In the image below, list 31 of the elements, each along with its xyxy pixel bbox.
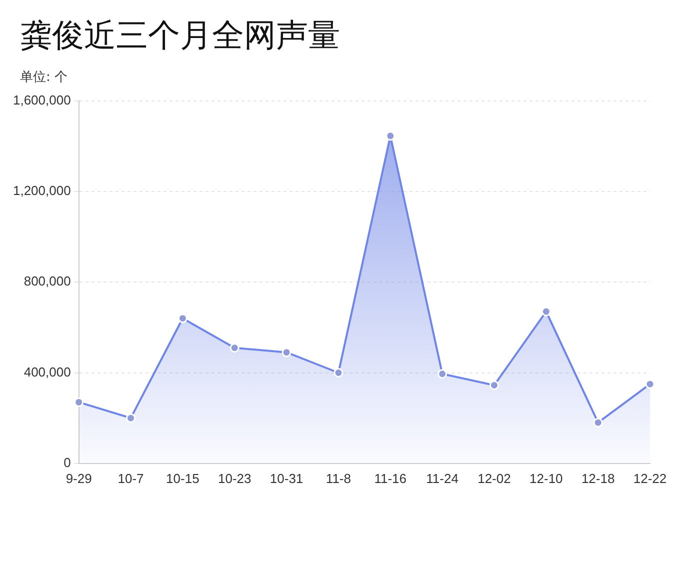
x-tick-label: 12-18 bbox=[581, 470, 615, 486]
point bbox=[541, 306, 551, 316]
x-tick-label: 10-23 bbox=[218, 470, 252, 486]
y-tick-label: 800,000 bbox=[24, 274, 71, 289]
x-tick-label: 10-15 bbox=[166, 470, 200, 486]
x-tick-label: 12-02 bbox=[478, 470, 511, 486]
point bbox=[438, 369, 448, 379]
x-tick-label: 9-29 bbox=[66, 470, 92, 486]
point bbox=[282, 348, 292, 358]
x-tick-label: 11-8 bbox=[326, 470, 351, 486]
x-tick-label: 10-31 bbox=[270, 470, 304, 486]
point bbox=[334, 368, 344, 378]
y-tick-label: 0 bbox=[64, 454, 71, 470]
point bbox=[178, 314, 188, 324]
point bbox=[230, 343, 240, 353]
chart-subtitle: 单位: 个 bbox=[20, 69, 68, 86]
y-tick-label: 1,200,000 bbox=[12, 183, 71, 198]
x-tick-label: 12-10 bbox=[530, 470, 563, 486]
chart-title: 龚俊近三个月全网声量 bbox=[20, 15, 340, 56]
x-tick-label: 10-7 bbox=[118, 470, 144, 486]
point bbox=[593, 418, 603, 428]
y-tick-label: 400,000 bbox=[24, 364, 71, 380]
point bbox=[645, 379, 655, 389]
y-tick-label: 1,600,000 bbox=[12, 92, 71, 108]
point bbox=[126, 413, 136, 423]
point bbox=[74, 397, 84, 407]
x-tick-label: 12-22 bbox=[633, 470, 667, 486]
point bbox=[489, 380, 499, 390]
x-tick-label: 11-24 bbox=[426, 470, 458, 486]
point bbox=[386, 131, 396, 141]
x-tick-label: 11-16 bbox=[374, 470, 407, 486]
